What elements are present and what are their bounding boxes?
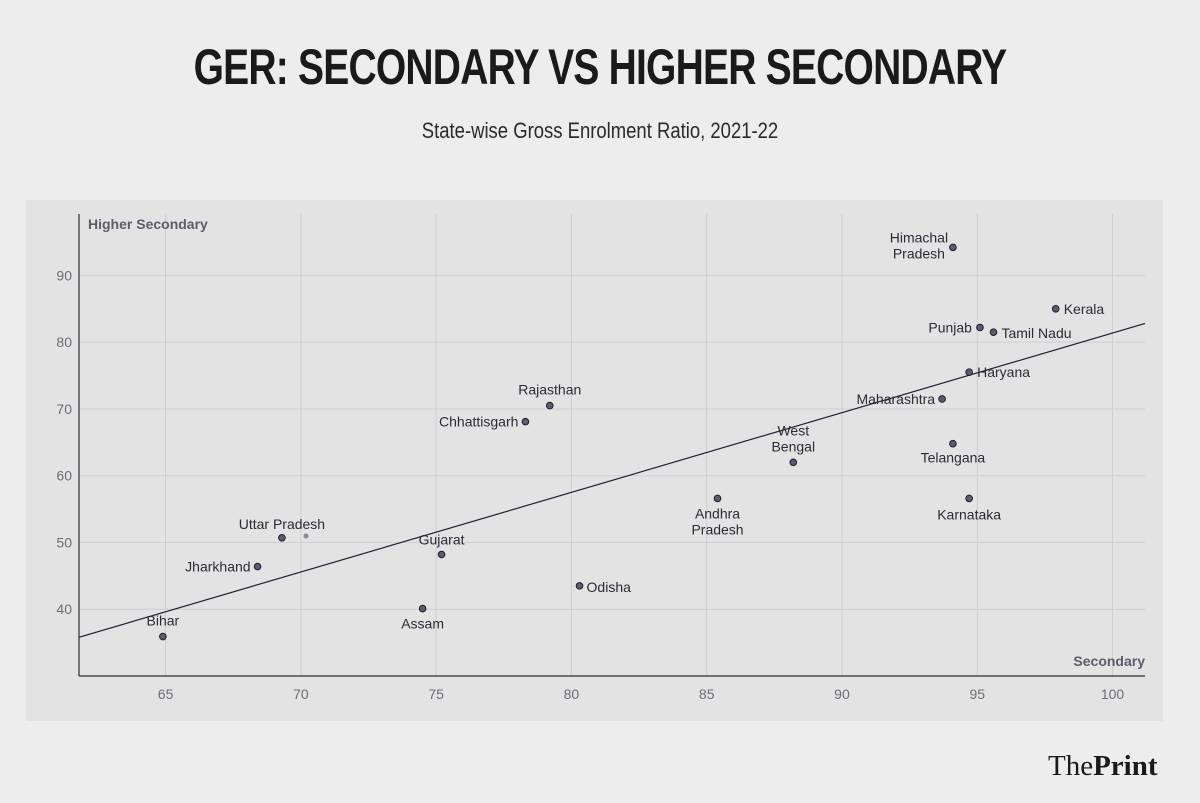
- point-maharashtra: [938, 395, 946, 403]
- label-bihar: Bihar: [147, 613, 180, 629]
- point-himachal-pradesh: [949, 243, 957, 252]
- y-tick-label: 60: [56, 468, 72, 484]
- gridlines: [79, 214, 1145, 676]
- point-odisha: [575, 582, 584, 590]
- label-kerala: Kerala: [1064, 301, 1105, 317]
- label-line: West: [777, 422, 809, 438]
- x-axis-title: Secondary: [1073, 653, 1145, 669]
- label-line: Andhra: [695, 505, 740, 521]
- point-chhattisgarh: [521, 417, 530, 426]
- label-line: Himachal: [890, 229, 948, 245]
- label-assam: Assam: [401, 616, 444, 632]
- chart-title: GER: SECONDARY VS HIGHER SECONDARY: [193, 39, 1008, 95]
- label-telangana: Telangana: [921, 450, 986, 466]
- chart-panel: [26, 200, 1163, 721]
- theprint-logo: ThePrint: [1048, 750, 1158, 783]
- y-tick-label: 70: [56, 401, 72, 417]
- y-tick-label: 40: [56, 601, 72, 617]
- trend-line: [78, 322, 1146, 638]
- point-kerala: [1051, 305, 1060, 313]
- label-tamil-nadu: Tamil Nadu: [1001, 325, 1071, 341]
- point-punjab: [976, 323, 984, 332]
- label-jharkhand: Jharkhand: [185, 559, 250, 575]
- label-himachal-pradesh: Himachal Pradesh: [890, 229, 948, 261]
- x-tick-label: 80: [564, 686, 580, 702]
- data-points: [159, 243, 1060, 641]
- label-andhra-pradesh: Andhra Pradesh: [691, 505, 743, 537]
- x-tick-label: 85: [699, 686, 715, 702]
- label-karnataka: Karnataka: [937, 506, 1001, 522]
- logo-text-the: The: [1048, 750, 1094, 782]
- logo-text-print: Print: [1093, 750, 1158, 782]
- label-haryana: Haryana: [977, 364, 1030, 380]
- label-line: Bengal: [771, 438, 815, 454]
- point-jharkhand: [253, 562, 262, 571]
- label-gujarat: Gujarat: [419, 531, 465, 547]
- label-rajasthan: Rajasthan: [518, 382, 581, 398]
- label-punjab: Punjab: [928, 319, 972, 335]
- point-telangana: [949, 439, 957, 448]
- trend-line-segment: [78, 322, 1146, 638]
- tick-labels: 65 70 75 80 85 90 95 100 40 50 60 70 80 90: [56, 267, 1124, 702]
- label-line: Pradesh: [893, 245, 945, 261]
- label-line: Pradesh: [691, 521, 743, 537]
- x-tick-label: 65: [158, 686, 174, 702]
- x-tick-label: 95: [969, 686, 985, 702]
- y-tick-label: 80: [56, 334, 72, 350]
- label-odisha: Odisha: [587, 579, 632, 595]
- chart-subtitle: State-wise Gross Enrolment Ratio, 2021-2…: [421, 118, 779, 143]
- label-chhattisgarh: Chhattisgarh: [439, 414, 518, 430]
- y-tick-label: 90: [56, 267, 72, 283]
- x-tick-label: 70: [293, 686, 309, 702]
- y-axis-title: Higher Secondary: [88, 216, 208, 232]
- y-tick-label: 50: [56, 534, 72, 550]
- point-assam: [418, 604, 427, 613]
- x-tick-label: 100: [1101, 686, 1125, 702]
- x-tick-label: 75: [428, 686, 444, 702]
- axes: [78, 214, 1145, 677]
- label-uttar-pradesh: Uttar Pradesh: [239, 516, 325, 532]
- point-uttar-pradesh: [278, 534, 286, 542]
- label-maharashtra: Maharashtra: [856, 391, 935, 407]
- point-west-bengal: [789, 458, 798, 467]
- point-tamil-nadu: [989, 328, 998, 336]
- label-west-bengal: West Bengal: [771, 422, 815, 454]
- point-andhra-pradesh: [713, 494, 722, 503]
- x-tick-label: 90: [834, 686, 850, 702]
- point-gujarat: [437, 550, 446, 559]
- point-haryana: [965, 368, 973, 377]
- point-bihar: [159, 632, 167, 641]
- uttar-pradesh-marker-dot: [303, 533, 309, 539]
- point-rajasthan: [545, 401, 554, 410]
- point-karnataka: [965, 494, 973, 503]
